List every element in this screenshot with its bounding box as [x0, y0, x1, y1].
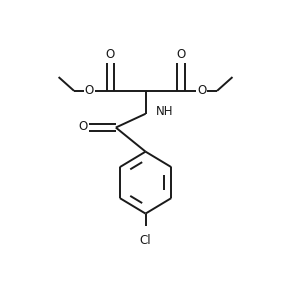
Text: O: O — [197, 84, 206, 97]
Text: O: O — [78, 120, 87, 133]
Text: O: O — [106, 48, 115, 61]
Text: O: O — [176, 48, 185, 61]
Text: O: O — [85, 84, 94, 97]
Text: Cl: Cl — [140, 234, 151, 246]
Text: NH: NH — [155, 105, 173, 118]
